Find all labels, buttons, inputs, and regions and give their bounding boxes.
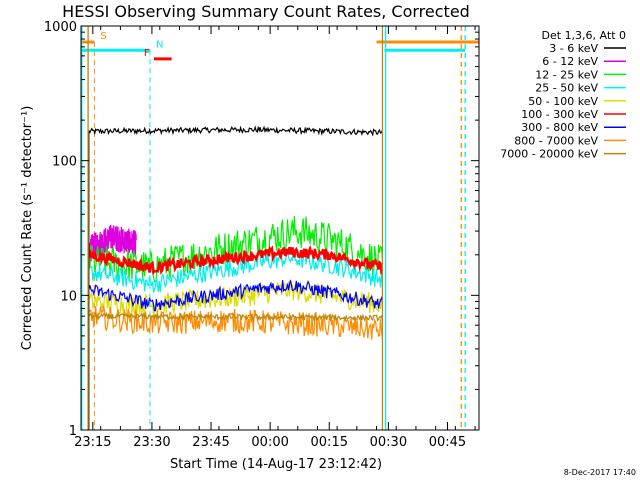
y-tick-label: 1 <box>69 424 77 439</box>
x-tick-label: 00:15 <box>311 435 348 450</box>
annotation-label-N: N <box>156 39 163 50</box>
x-tick-label: 00:30 <box>370 435 407 450</box>
plot-frame <box>80 25 480 431</box>
series-line-3-6keV <box>88 125 384 137</box>
legend-label: 12 - 25 keV <box>535 68 598 81</box>
legend-label: 25 - 50 keV <box>535 82 598 95</box>
legend-label: 7000 - 20000 keV <box>500 148 598 161</box>
annotation-label-F: F <box>144 48 150 59</box>
chart-title: HESSI Observing Summary Count Rates, Cor… <box>62 2 470 21</box>
x-tick-label: 23:45 <box>192 435 229 450</box>
legend-label: 300 - 800 keV <box>521 121 598 134</box>
legend-label: 100 - 300 keV <box>521 108 598 121</box>
footer-timestamp: 8-Dec-2017 17:40 <box>564 468 636 477</box>
legend-label: 50 - 100 keV <box>528 95 598 108</box>
series-line-300-800keV <box>88 280 384 312</box>
x-tick-label: 23:30 <box>133 435 170 450</box>
vertical-marker-layer <box>81 26 466 430</box>
annotation-layer: S NF <box>81 31 479 430</box>
y-tick-label: 100 <box>52 155 77 170</box>
x-tick-label: 23:15 <box>74 435 111 450</box>
annotation-label-S: S <box>100 31 106 42</box>
y-tick-label: 1000 <box>44 20 77 35</box>
series-line-100-300keV <box>87 244 384 276</box>
y-axis-label: Corrected Count Rate (s⁻¹ detector⁻¹) <box>20 106 35 351</box>
x-axis: 23:15 23:30 23:45 00:00 00:15 00:30 00:45 <box>74 26 476 450</box>
legend-header: Det 1,3,6, Att 0 <box>542 29 626 42</box>
x-tick-label: 00:45 <box>429 435 466 450</box>
legend-label: 3 - 6 keV <box>549 42 598 55</box>
series-line-7000-20000keV <box>88 311 384 323</box>
series-line-25-50keV <box>88 249 384 293</box>
legend-label: 800 - 7000 keV <box>514 134 598 147</box>
y-tick-label: 10 <box>60 289 77 304</box>
x-tick-label: 00:00 <box>251 435 288 450</box>
y-axis: 1 10 100 1000 <box>44 20 479 439</box>
x-axis-label: Start Time (14-Aug-17 23:12:42) <box>170 457 382 472</box>
series-layer <box>87 125 384 430</box>
series-line-800-7000keV <box>88 305 384 340</box>
legend-label: 6 - 12 keV <box>542 55 598 68</box>
